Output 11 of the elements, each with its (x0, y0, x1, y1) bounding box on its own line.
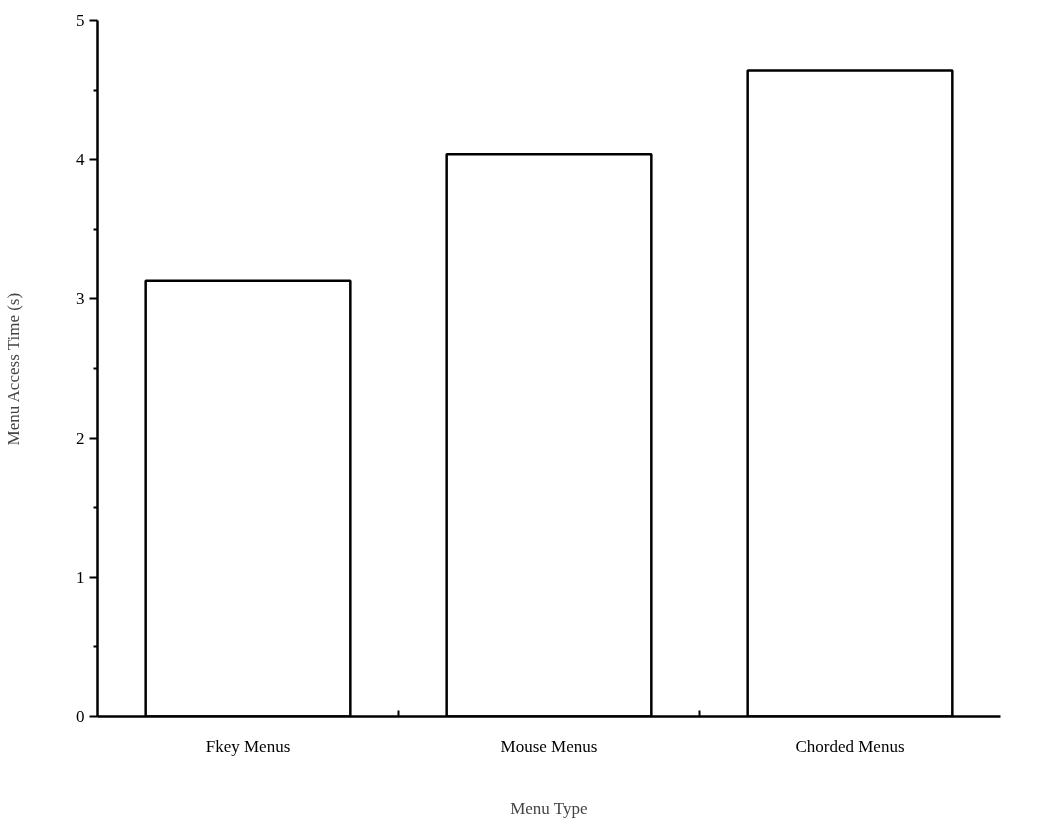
y-tick-label: 0 (76, 707, 85, 726)
y-axis-title: Menu Access Time (s) (4, 292, 23, 446)
x-axis-title: Menu Type (510, 798, 588, 818)
x-tick-label: Chorded Menus (795, 736, 905, 756)
y-tick-label: 1 (76, 567, 85, 587)
x-tick-label: Mouse Menus (500, 736, 598, 756)
y-tick-label: 4 (76, 150, 85, 170)
y-tick-label: 2 (76, 428, 85, 448)
y-tick-label: 3 (76, 289, 85, 309)
x-tick-label: Fkey Menus (205, 736, 291, 756)
y-tick-label: 5 (76, 11, 85, 30)
